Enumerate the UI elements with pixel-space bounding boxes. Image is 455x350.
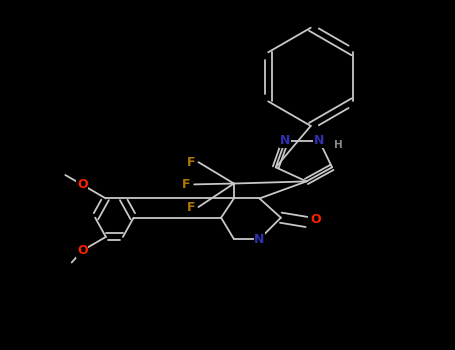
Text: H: H — [334, 140, 343, 150]
Text: N: N — [254, 232, 265, 245]
Text: N: N — [314, 134, 324, 147]
Text: O: O — [77, 178, 88, 191]
Text: O: O — [77, 244, 88, 257]
Text: F: F — [182, 178, 191, 191]
Text: F: F — [187, 201, 195, 214]
Text: F: F — [187, 156, 195, 169]
Text: N: N — [280, 134, 290, 147]
Text: O: O — [311, 213, 321, 226]
